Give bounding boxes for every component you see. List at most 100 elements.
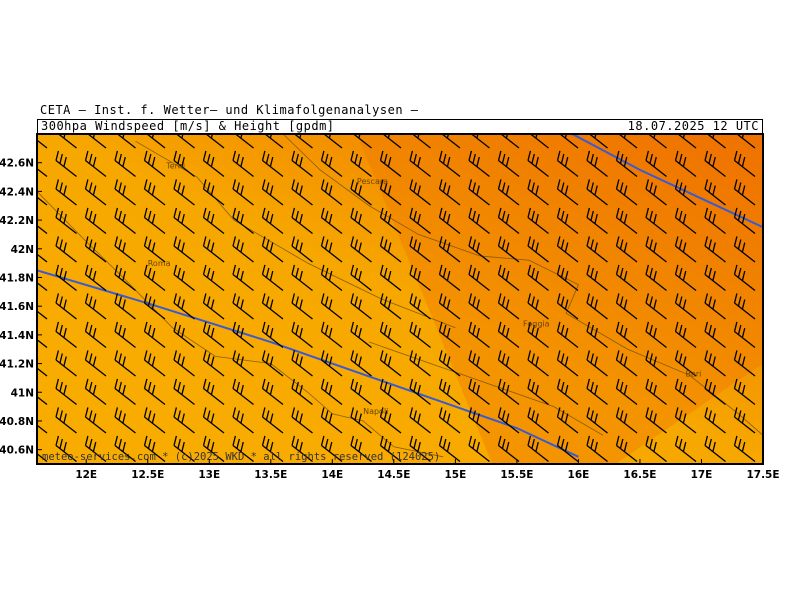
wind-barb xyxy=(674,236,697,263)
wind-barb xyxy=(379,179,402,206)
wind-barb xyxy=(350,321,372,349)
wind-barb xyxy=(84,378,107,406)
wind-barb xyxy=(438,293,461,320)
wind-barb xyxy=(173,236,195,263)
wind-barb xyxy=(704,378,726,406)
wind-barb xyxy=(733,236,756,263)
wind-barb xyxy=(232,207,254,235)
wind-barb xyxy=(350,179,372,206)
wind-barb xyxy=(379,264,402,292)
wind-barb xyxy=(261,435,284,463)
wind-barb xyxy=(37,185,48,206)
wind-barb xyxy=(143,435,166,463)
wind-barb xyxy=(261,264,284,292)
wind-barb xyxy=(202,264,225,292)
wind-barb xyxy=(615,293,638,320)
wind-barb xyxy=(84,321,107,349)
wind-barb xyxy=(173,435,195,463)
wind-barb xyxy=(615,150,638,178)
wind-barb xyxy=(586,350,608,377)
lon-tick-label: 13E xyxy=(198,469,220,481)
wind-barb xyxy=(674,150,697,178)
lat-tick-label: 42.6N xyxy=(0,158,34,170)
wind-barb xyxy=(202,321,225,349)
wind-barb xyxy=(468,236,490,263)
wind-barb xyxy=(173,321,195,349)
wind-barb xyxy=(143,207,166,235)
wind-barb xyxy=(232,350,254,377)
wind-barb xyxy=(527,350,549,377)
wind-barb xyxy=(586,321,608,349)
wind-barb xyxy=(527,207,549,235)
wind-barb xyxy=(114,321,136,349)
wind-barb xyxy=(438,207,461,235)
wind-barb xyxy=(173,378,195,406)
lat-tick-label: 42.2N xyxy=(0,215,34,227)
wind-barb xyxy=(173,179,195,206)
height-contour xyxy=(571,134,763,229)
wind-barb xyxy=(261,150,284,178)
wind-barb xyxy=(291,264,313,292)
wind-barb xyxy=(143,293,166,320)
wind-barb xyxy=(615,435,638,463)
wind-barb xyxy=(438,407,461,434)
wind-barb xyxy=(291,321,313,349)
wind-barb xyxy=(645,179,667,206)
wind-barb xyxy=(114,179,136,206)
wind-barb xyxy=(409,179,431,206)
wind-barb xyxy=(114,407,136,434)
wind-barb xyxy=(674,179,697,206)
wind-barb xyxy=(615,179,638,206)
map-frame xyxy=(36,133,764,465)
wind-barb xyxy=(586,150,608,178)
lon-tick-label: 14E xyxy=(321,469,343,481)
wind-barb xyxy=(84,150,107,178)
wind-barb xyxy=(261,293,284,320)
wind-barb xyxy=(143,378,166,406)
lon-tick-label: 13.5E xyxy=(254,469,287,481)
wind-barb xyxy=(379,236,402,263)
wind-barb xyxy=(615,350,638,377)
wind-barb xyxy=(733,407,756,434)
wind-barb xyxy=(320,179,343,206)
wind-barb xyxy=(232,236,254,263)
wind-barb xyxy=(586,407,608,434)
wind-barb xyxy=(733,435,756,463)
lon-tick-label: 15E xyxy=(444,469,466,481)
wind-barb xyxy=(379,293,402,320)
jet-core-shading xyxy=(356,134,763,464)
place-label: Napoli xyxy=(363,407,388,416)
wind-barb xyxy=(527,378,549,406)
wind-barb xyxy=(556,407,579,434)
wind-barb xyxy=(468,293,490,320)
wind-barb xyxy=(438,264,461,292)
wind-barb xyxy=(704,207,726,235)
wind-barb xyxy=(55,293,77,320)
wind-barb xyxy=(84,407,107,434)
wind-barb xyxy=(379,435,402,463)
wind-barb xyxy=(527,407,549,434)
place-label: Pescara xyxy=(357,177,388,186)
wind-barb xyxy=(37,134,48,149)
wind-barb xyxy=(350,435,372,463)
valid-time: 18.07.2025 12 UTC xyxy=(627,119,759,133)
wind-barb xyxy=(615,321,638,349)
wind-barb xyxy=(438,350,461,377)
wind-barb xyxy=(556,236,579,263)
wind-barb xyxy=(468,321,490,349)
place-label: Foggia xyxy=(523,319,550,328)
wind-barb xyxy=(556,150,579,178)
wind-barbs xyxy=(37,134,756,463)
wind-barb xyxy=(350,378,372,406)
wind-barb xyxy=(84,179,107,206)
wind-barb xyxy=(55,407,77,434)
wind-barb xyxy=(438,179,461,206)
wind-barb xyxy=(733,350,756,377)
wind-barb xyxy=(556,179,579,206)
wind-barb xyxy=(438,378,461,406)
wind-barb xyxy=(586,207,608,235)
wind-barb xyxy=(202,150,225,178)
wind-barb xyxy=(674,407,697,434)
lat-tick-label: 40.8N xyxy=(0,416,34,428)
wind-barb xyxy=(615,264,638,292)
